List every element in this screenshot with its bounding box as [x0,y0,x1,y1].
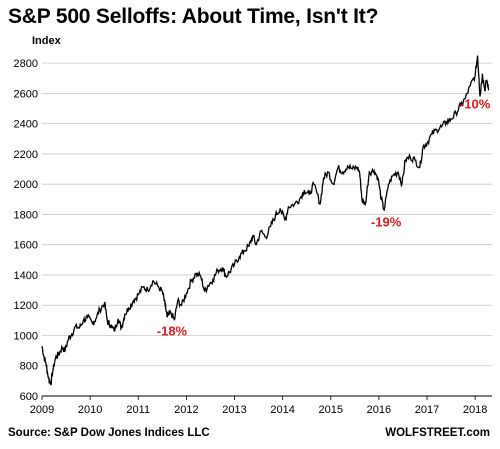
y-tick-label: 2600 [14,88,38,100]
y-tick-label: 2200 [14,149,38,161]
y-tick-label: 1600 [14,240,38,252]
x-tick-label: 2018 [463,404,487,416]
x-tick-label: 2013 [222,404,246,416]
y-axis-ticks: 600 800 1000 1200 1400 1600 1800 2000 2200 2400 26… [14,58,38,403]
source-note: Source: S&P Dow Jones Indices LLC [8,427,210,439]
y-tick-label: 2800 [14,58,38,70]
x-tick-label: 2017 [415,404,439,416]
y-tick-label: 1200 [14,300,38,312]
brand-label: WOLFSTREET.com [385,427,490,439]
selloff-annotation: -19% [371,215,402,230]
y-tick-label: 1000 [14,330,38,342]
x-tick-label: 2010 [78,404,102,416]
annotations: -18% -19% -10% [157,97,491,339]
x-tick-label: 2009 [30,404,54,416]
x-tick-label: 2016 [367,404,391,416]
x-tick-label: 2014 [270,404,294,416]
y-axis-label: Index [32,35,62,47]
y-tick-label: 2400 [14,119,38,131]
y-tick-label: 1800 [14,209,38,221]
selloff-annotation: -10% [460,97,491,112]
x-tick-label: 2011 [126,404,150,416]
gridlines [42,62,492,367]
x-axis-ticks: 2009 2010 2011 2012 2013 2014 2015 2016 2017 2018 [30,396,487,416]
selloff-annotation: -18% [157,323,188,338]
y-tick-label: 1400 [14,270,38,282]
chart-title: S&P 500 Selloffs: About Time, Isn't It? [8,5,379,28]
y-tick-label: 600 [20,391,38,403]
x-tick-label: 2012 [174,404,198,416]
y-tick-label: 800 [20,361,38,373]
x-tick-label: 2015 [319,404,343,416]
series-line [41,55,490,386]
y-tick-label: 2000 [14,179,38,191]
